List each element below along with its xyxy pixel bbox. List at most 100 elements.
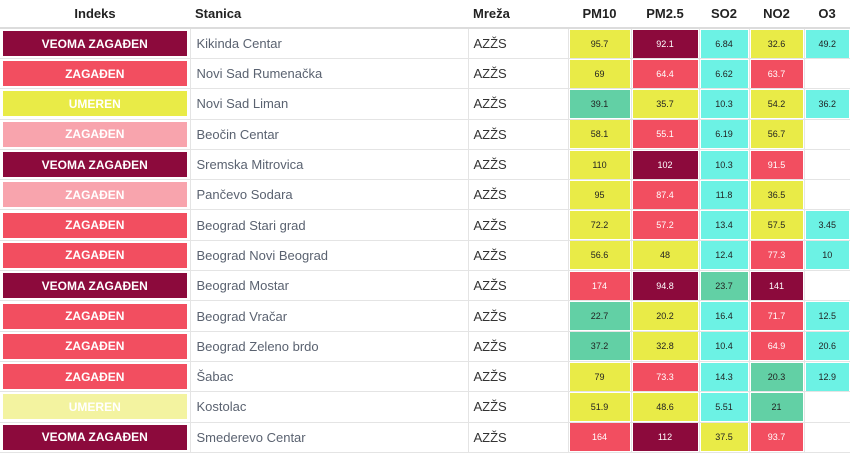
no2-value: 63.7 [750,59,803,88]
o3-value: 49.2 [805,29,849,58]
header-pm10[interactable]: PM10 [568,0,631,29]
pm25-value: 64.4 [632,59,698,88]
pm10-value: 39.1 [569,89,630,118]
no2-cell: 32.6 [748,28,804,59]
no2-cell: 77.3 [748,240,804,272]
header-index[interactable]: Indeks [0,0,190,29]
table-header-row: Indeks Stanica Mreža PM10 PM2.5 SO2 NO2 … [0,0,850,29]
pm25-value: 57.2 [632,211,698,240]
index-badge: VEOMA ZAGAĐEN [3,152,187,178]
station-link[interactable]: Pančevo Sodara [189,179,468,211]
pm10-cell: 37.2 [567,331,631,362]
no2-cell: 64.9 [748,331,804,362]
station-link[interactable]: Smederevo Centar [189,422,468,453]
so2-value: 11.8 [700,180,748,209]
pm25-value: 92.1 [632,29,698,58]
o3-cell: 36.2 [803,88,850,120]
pm25-value: 94.8 [632,271,698,300]
so2-value: 10.4 [700,332,748,361]
so2-cell: 16.4 [698,300,749,332]
pm25-cell: 73.3 [630,361,699,393]
index-cell: UMEREN [0,391,190,423]
station-link[interactable]: Kikinda Centar [189,28,468,59]
o3-value [806,60,850,88]
index-badge: VEOMA ZAGAĐEN [3,424,187,450]
index-badge: ZAGAĐEN [3,212,187,238]
network-cell: AZŽS [467,240,568,272]
table-row: VEOMA ZAGAĐEN Beograd Mostar AZŽS 174 94.8 23… [0,270,850,302]
network-cell: AZŽS [467,391,568,423]
index-badge: ZAGAĐEN [3,333,187,359]
header-pm25[interactable]: PM2.5 [631,0,699,29]
index-badge: ZAGAĐEN [3,242,187,268]
index-cell: ZAGAĐEN [0,179,190,211]
o3-value [806,151,850,179]
pm25-value: 20.2 [632,302,698,331]
pm25-value: 73.3 [632,362,698,391]
so2-value: 13.4 [700,211,748,240]
table-row: ZAGAĐEN Beograd Zeleno brdo AZŽS 37.2 32.8 10… [0,331,850,362]
station-link[interactable]: Sremska Mitrovica [189,149,468,181]
no2-cell: 20.3 [748,361,804,393]
pm10-value: 79 [569,362,630,391]
pm25-cell: 48 [630,240,699,272]
no2-cell: 21 [748,391,804,423]
pm10-value: 174 [569,271,630,300]
network-cell: AZŽS [467,209,568,241]
header-network[interactable]: Mreža [468,0,568,29]
header-no2[interactable]: NO2 [749,0,804,29]
pm25-cell: 112 [630,422,699,453]
pm25-cell: 102 [630,149,699,181]
pm25-cell: 92.1 [630,28,699,59]
o3-value: 3.45 [805,211,849,240]
pm10-cell: 95 [567,179,631,211]
station-link[interactable]: Šabac [189,361,468,393]
station-link[interactable]: Kostolac [189,391,468,423]
index-badge: ZAGAĐEN [3,303,187,329]
station-link[interactable]: Novi Sad Rumenačka [189,58,468,90]
station-link[interactable]: Beograd Stari grad [189,209,468,241]
so2-value: 10.3 [700,150,748,179]
header-o3[interactable]: O3 [804,0,850,29]
no2-value: 141 [750,271,803,300]
station-link[interactable]: Novi Sad Liman [189,88,468,120]
pm10-cell: 110 [567,149,631,181]
station-link[interactable]: Beočin Centar [189,119,468,150]
header-station[interactable]: Stanica [190,0,468,29]
station-link[interactable]: Beograd Vračar [189,300,468,332]
so2-value: 16.4 [700,302,748,331]
pm25-value: 112 [632,423,698,452]
pm25-cell: 20.2 [630,300,699,332]
o3-value [806,423,850,451]
table-row: ZAGAĐEN Beograd Stari grad AZŽS 72.2 57.2 13.… [0,209,850,241]
station-link[interactable]: Beograd Mostar [189,270,468,302]
network-cell: AZŽS [467,361,568,393]
so2-cell: 6.19 [698,119,749,150]
so2-cell: 23.7 [698,270,749,302]
index-cell: ZAGAĐEN [0,240,190,272]
pm10-cell: 79 [567,361,631,393]
so2-cell: 6.62 [698,58,749,90]
station-link[interactable]: Beograd Novi Beograd [189,240,468,272]
pm10-value: 95 [569,180,630,209]
so2-cell: 6.84 [698,28,749,59]
index-cell: ZAGAĐEN [0,58,190,90]
index-cell: ZAGAĐEN [0,331,190,362]
pm25-value: 32.8 [632,332,698,361]
pm25-value: 55.1 [632,120,698,149]
pm10-value: 51.9 [569,392,630,421]
index-badge: VEOMA ZAGAĐEN [3,273,187,299]
station-link[interactable]: Beograd Zeleno brdo [189,331,468,362]
no2-cell: 141 [748,270,804,302]
o3-value [806,181,850,209]
pm10-cell: 95.7 [567,28,631,59]
so2-value: 6.84 [700,29,748,58]
no2-cell: 71.7 [748,300,804,332]
header-so2[interactable]: SO2 [699,0,749,29]
o3-cell: 12.5 [803,300,850,332]
no2-cell: 36.5 [748,179,804,211]
no2-cell: 93.7 [748,422,804,453]
pm10-cell: 56.6 [567,240,631,272]
index-cell: ZAGAĐEN [0,119,190,150]
